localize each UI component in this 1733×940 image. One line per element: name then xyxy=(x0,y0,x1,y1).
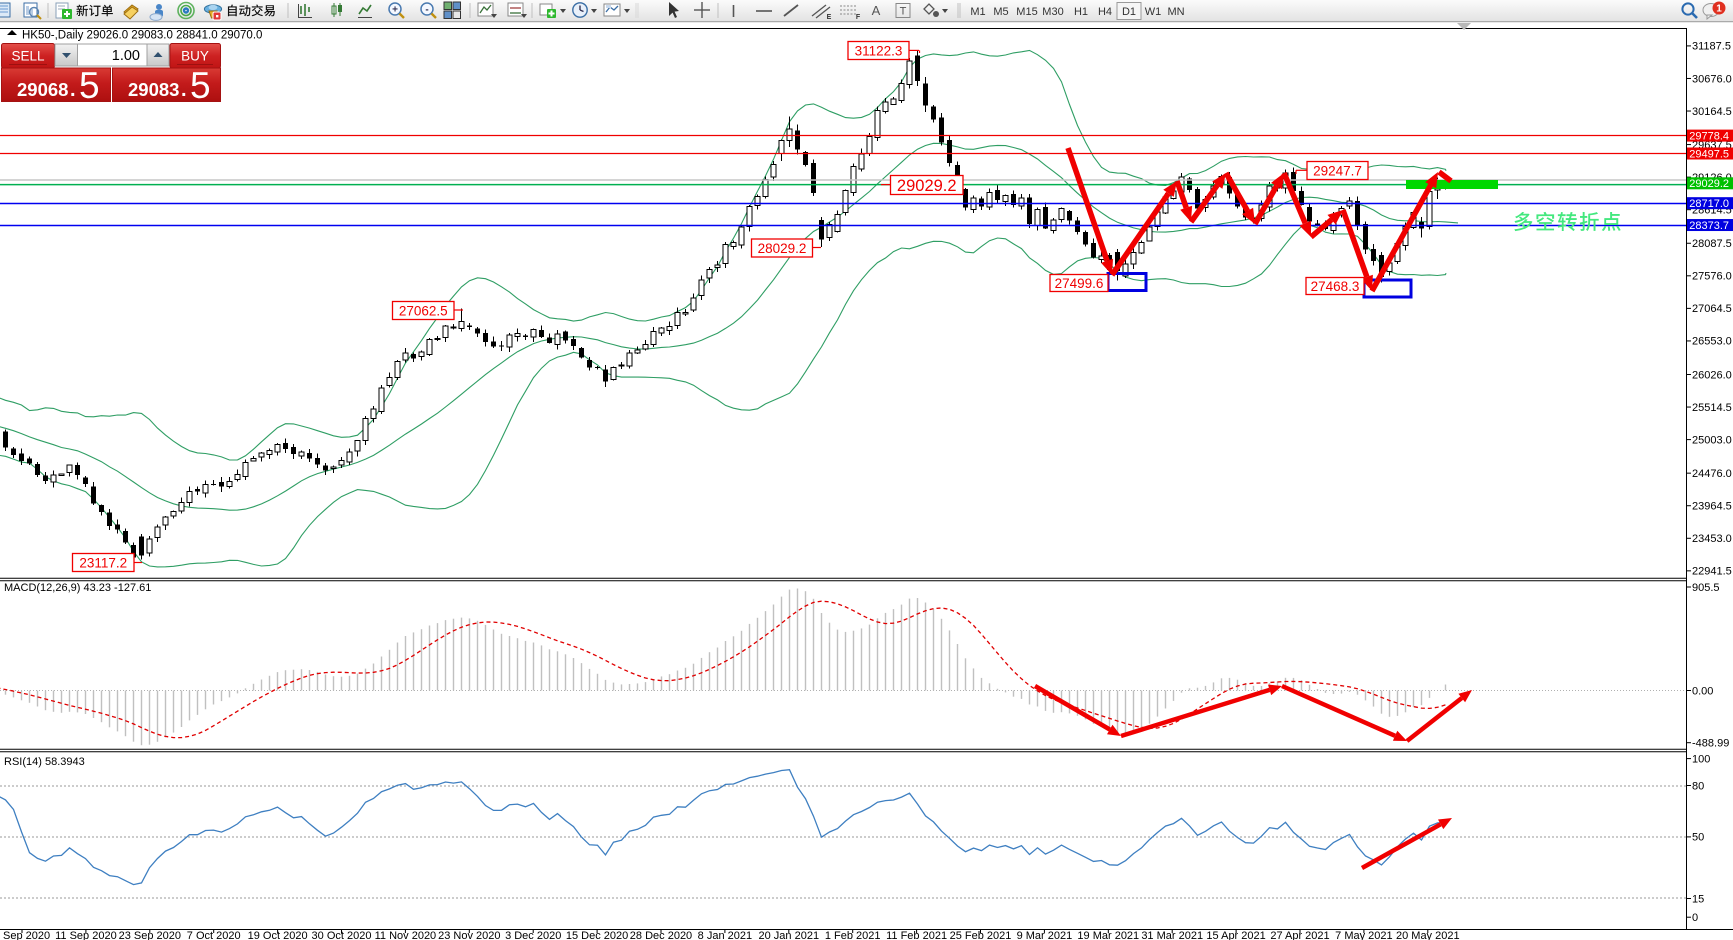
svg-text:-488.99: -488.99 xyxy=(1692,738,1729,750)
svg-text:29247.7: 29247.7 xyxy=(1313,163,1362,178)
svg-text:15 Apr 2021: 15 Apr 2021 xyxy=(1206,930,1265,940)
svg-text:80: 80 xyxy=(1692,780,1704,792)
svg-text:HK50-,Daily 29026.0 29083.0 2: HK50-,Daily 29026.0 29083.0 28841.0 2907… xyxy=(22,30,262,42)
svg-text:25003.0: 25003.0 xyxy=(1692,434,1732,446)
svg-text:M30: M30 xyxy=(1042,6,1063,18)
svg-text:7 Oct 2020: 7 Oct 2020 xyxy=(187,930,241,940)
svg-text:11 Nov 2020: 11 Nov 2020 xyxy=(375,930,437,940)
svg-text:29068: 29068 xyxy=(17,79,68,100)
svg-text:T: T xyxy=(900,6,907,18)
svg-text:27576.0: 27576.0 xyxy=(1692,271,1732,283)
svg-text:M5: M5 xyxy=(993,6,1008,18)
svg-text:0: 0 xyxy=(1692,912,1698,924)
svg-text:26026.0: 26026.0 xyxy=(1692,369,1732,381)
svg-text:.: . xyxy=(181,79,187,101)
svg-text:29778.4: 29778.4 xyxy=(1689,130,1729,142)
svg-text:29029.2: 29029.2 xyxy=(1689,178,1729,190)
svg-text:23 Sep 2020: 23 Sep 2020 xyxy=(119,930,181,940)
svg-text:SELL: SELL xyxy=(11,49,45,64)
svg-text:28 Dec 2020: 28 Dec 2020 xyxy=(630,930,692,940)
svg-text:BUY: BUY xyxy=(181,49,209,64)
svg-text:31 Mar 2021: 31 Mar 2021 xyxy=(1141,930,1203,940)
svg-text:22941.5: 22941.5 xyxy=(1692,566,1732,578)
svg-text:H4: H4 xyxy=(1098,6,1112,18)
svg-text:5: 5 xyxy=(190,65,211,106)
svg-text:1.00: 1.00 xyxy=(112,48,140,64)
svg-text:27 Apr 2021: 27 Apr 2021 xyxy=(1270,930,1329,940)
svg-text:1: 1 xyxy=(1716,4,1722,15)
svg-text:28717.0: 28717.0 xyxy=(1689,198,1729,210)
svg-text:29029.2: 29029.2 xyxy=(897,177,957,195)
svg-text:30676.0: 30676.0 xyxy=(1692,73,1732,85)
svg-text:28029.2: 28029.2 xyxy=(758,241,807,256)
svg-text:25 Feb 2021: 25 Feb 2021 xyxy=(950,930,1012,940)
svg-text:8 Jan 2021: 8 Jan 2021 xyxy=(698,930,752,940)
svg-text:19 Oct 2020: 19 Oct 2020 xyxy=(248,930,308,940)
svg-text:29497.5: 29497.5 xyxy=(1689,148,1729,160)
svg-text:7 May 2021: 7 May 2021 xyxy=(1335,930,1392,940)
svg-text:26553.0: 26553.0 xyxy=(1692,336,1732,348)
svg-text:MN: MN xyxy=(1167,6,1184,18)
svg-text:20 Jan 2021: 20 Jan 2021 xyxy=(759,930,820,940)
svg-text:F: F xyxy=(856,14,861,21)
svg-text:15: 15 xyxy=(1692,893,1704,905)
svg-text:MACD(12,26,9) 43.23 -127.61: MACD(12,26,9) 43.23 -127.61 xyxy=(4,582,151,594)
svg-text:5: 5 xyxy=(79,65,100,106)
svg-text:23453.0: 23453.0 xyxy=(1692,533,1732,545)
svg-text:23964.5: 23964.5 xyxy=(1692,501,1732,513)
svg-text:11 Feb 2021: 11 Feb 2021 xyxy=(886,930,947,940)
svg-text:23117.2: 23117.2 xyxy=(79,555,127,570)
svg-text:H1: H1 xyxy=(1074,6,1088,18)
svg-text:25514.5: 25514.5 xyxy=(1692,402,1732,414)
svg-text:D1: D1 xyxy=(1122,6,1136,18)
svg-text:100: 100 xyxy=(1692,753,1710,765)
svg-text:RSI(14) 58.3943: RSI(14) 58.3943 xyxy=(4,756,85,768)
svg-text:28087.5: 28087.5 xyxy=(1692,238,1732,250)
svg-text:M1: M1 xyxy=(970,6,985,18)
svg-text:-: - xyxy=(425,5,428,16)
svg-text:9 Mar 2021: 9 Mar 2021 xyxy=(1017,930,1073,940)
svg-text:31122.3: 31122.3 xyxy=(855,43,903,58)
svg-text:W1: W1 xyxy=(1145,6,1162,18)
svg-text:31187.5: 31187.5 xyxy=(1692,41,1731,53)
svg-text:1 Sep 2020: 1 Sep 2020 xyxy=(0,930,50,940)
svg-text:23 Nov 2020: 23 Nov 2020 xyxy=(438,930,500,940)
svg-text:3 Dec 2020: 3 Dec 2020 xyxy=(505,930,561,940)
svg-text:1 Feb 2021: 1 Feb 2021 xyxy=(825,930,881,940)
svg-text:0.00: 0.00 xyxy=(1692,685,1713,697)
svg-text:M15: M15 xyxy=(1016,6,1037,18)
svg-text:24476.0: 24476.0 xyxy=(1692,468,1732,480)
svg-text:30164.5: 30164.5 xyxy=(1692,106,1732,118)
svg-text:E: E xyxy=(827,14,832,21)
svg-text:28373.7: 28373.7 xyxy=(1689,220,1729,232)
svg-text:30 Oct 2020: 30 Oct 2020 xyxy=(312,930,372,940)
svg-text:.: . xyxy=(70,79,76,101)
svg-text:15 Dec 2020: 15 Dec 2020 xyxy=(566,930,628,940)
svg-text:29083: 29083 xyxy=(128,79,179,100)
svg-text:11 Sep 2020: 11 Sep 2020 xyxy=(55,930,117,940)
svg-text:50: 50 xyxy=(1692,832,1704,844)
svg-text:27468.3: 27468.3 xyxy=(1311,279,1360,294)
svg-text:27064.5: 27064.5 xyxy=(1692,303,1732,315)
svg-text:19 Mar 2021: 19 Mar 2021 xyxy=(1077,930,1139,940)
svg-text:905.5: 905.5 xyxy=(1692,582,1720,594)
svg-text:A: A xyxy=(872,3,881,18)
svg-text:20 May 2021: 20 May 2021 xyxy=(1396,930,1460,940)
svg-text:+: + xyxy=(392,5,398,16)
svg-text:27062.5: 27062.5 xyxy=(399,303,448,318)
svg-text:27499.6: 27499.6 xyxy=(1055,276,1104,291)
